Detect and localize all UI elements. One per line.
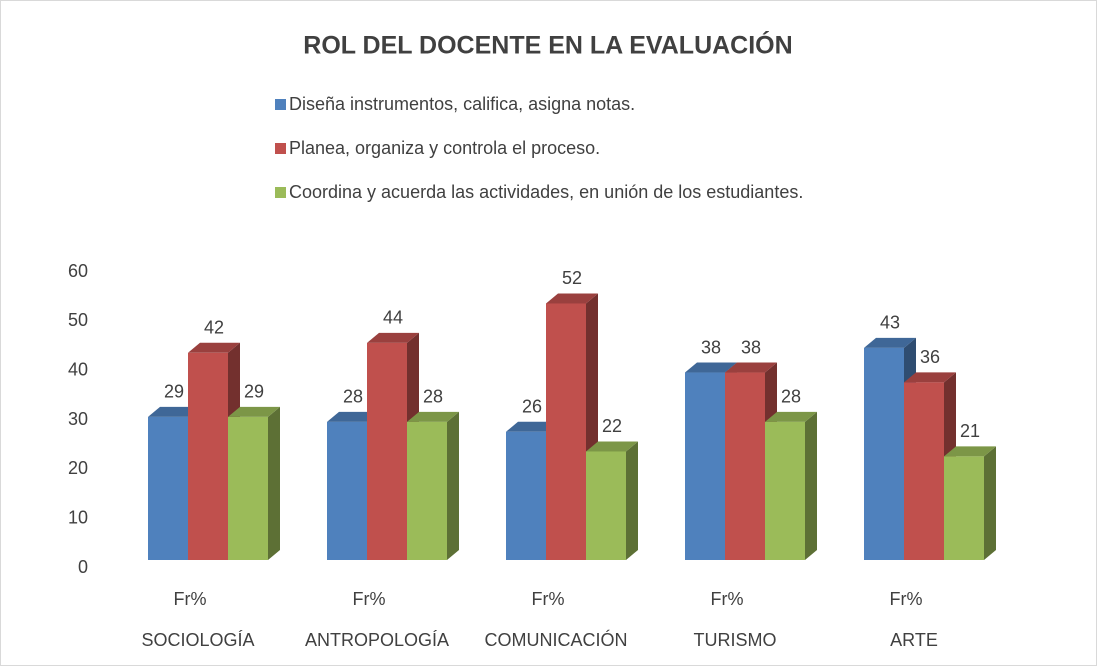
x-sublabel: Fr% xyxy=(353,589,386,609)
legend-swatch xyxy=(275,99,286,110)
bar-front xyxy=(685,372,725,560)
bar-front xyxy=(586,451,626,560)
bar xyxy=(765,411,817,560)
legend-label: Planea, organiza y controla el proceso. xyxy=(289,138,600,158)
value-label: 52 xyxy=(562,268,582,288)
value-label: 28 xyxy=(423,387,443,407)
bar-front xyxy=(188,352,228,560)
bar xyxy=(586,441,638,560)
value-label: 28 xyxy=(781,387,801,407)
bar-side xyxy=(268,406,280,560)
y-tick-label: 40 xyxy=(68,359,88,379)
bar-top xyxy=(944,446,996,457)
bar xyxy=(407,411,459,560)
y-tick-label: 10 xyxy=(68,507,88,527)
bar-front xyxy=(327,421,367,560)
legend-label: Diseña instrumentos, califica, asigna no… xyxy=(289,94,635,114)
value-label: 38 xyxy=(741,337,761,357)
bar-top xyxy=(367,332,419,343)
bar-front xyxy=(864,347,904,560)
bar xyxy=(944,446,996,560)
bar-front xyxy=(725,372,765,560)
bar-side xyxy=(805,411,817,560)
bar-front xyxy=(765,421,805,560)
bar xyxy=(228,406,280,560)
value-label: 28 xyxy=(343,387,363,407)
value-label: 42 xyxy=(204,318,224,338)
bar-front xyxy=(148,416,188,560)
x-sublabel: Fr% xyxy=(890,589,923,609)
bar-front xyxy=(904,382,944,560)
x-tick-label: SOCIOLOGÍA xyxy=(141,630,254,650)
bar-top xyxy=(864,337,916,348)
x-tick-label: COMUNICACIÓN xyxy=(485,629,628,650)
y-tick-label: 30 xyxy=(68,409,88,429)
bar-side xyxy=(626,441,638,560)
bar-top xyxy=(188,342,240,353)
legend-swatch xyxy=(275,187,286,198)
value-label: 44 xyxy=(383,308,403,328)
legend-label: Coordina y acuerda las actividades, en u… xyxy=(289,182,803,202)
y-tick-label: 60 xyxy=(68,261,88,281)
x-sublabel: Fr% xyxy=(711,589,744,609)
bar xyxy=(188,342,240,560)
bar-top xyxy=(904,372,956,383)
bar-front xyxy=(546,303,586,560)
value-label: 29 xyxy=(164,382,184,402)
x-sublabel: Fr% xyxy=(532,589,565,609)
bar-front xyxy=(228,416,268,560)
bar-top xyxy=(725,362,777,373)
chart-title: ROL DEL DOCENTE EN LA EVALUACIÓN xyxy=(303,30,792,60)
x-tick-label: ARTE xyxy=(890,630,938,650)
y-tick-label: 50 xyxy=(68,310,88,330)
bar-top xyxy=(765,411,817,422)
value-label: 29 xyxy=(244,382,264,402)
value-label: 36 xyxy=(920,347,940,367)
x-sublabel: Fr% xyxy=(174,589,207,609)
bar-top xyxy=(506,421,558,432)
x-tick-label: ANTROPOLOGÍA xyxy=(305,630,449,650)
bar-top xyxy=(546,293,598,304)
bar-front xyxy=(367,342,407,560)
value-label: 21 xyxy=(960,421,980,441)
y-tick-label: 20 xyxy=(68,458,88,478)
bar-side xyxy=(984,446,996,560)
x-tick-label: TURISMO xyxy=(694,630,777,650)
legend-swatch xyxy=(275,143,286,154)
value-label: 22 xyxy=(602,416,622,436)
bar-top xyxy=(327,411,379,422)
bar-top xyxy=(148,406,200,417)
bar-top xyxy=(407,411,459,422)
value-label: 43 xyxy=(880,313,900,333)
value-label: 26 xyxy=(522,396,542,416)
bar-front xyxy=(407,421,447,560)
bar-top xyxy=(586,441,638,452)
bar-top xyxy=(228,406,280,417)
y-tick-label: 0 xyxy=(78,557,88,577)
value-label: 38 xyxy=(701,337,721,357)
bar-side xyxy=(447,411,459,560)
bar-front xyxy=(506,431,546,560)
bar-front xyxy=(944,456,984,560)
bar-top xyxy=(685,362,737,373)
